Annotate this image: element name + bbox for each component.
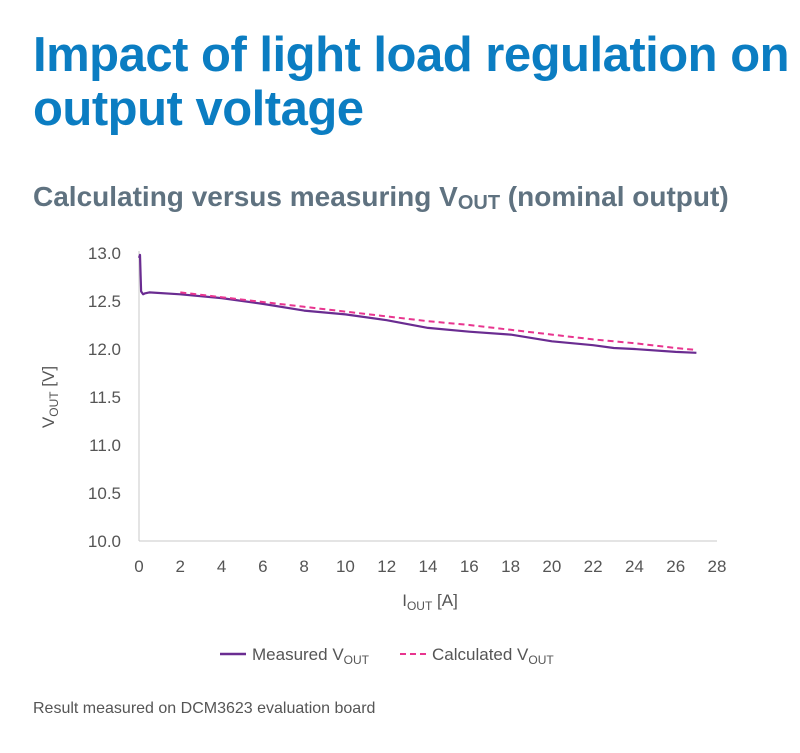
y-tick-label: 11.5	[89, 388, 121, 407]
x-tick-labels: 0 2 4 6 8 10 12 14 16 18 20 22 24 26 28	[134, 557, 726, 576]
x-tick-label: 18	[501, 557, 520, 576]
y-tick-label: 10.0	[88, 532, 121, 551]
y-axis-label-sub: OUT	[47, 391, 61, 417]
line-chart: 10.010.511.011.512.012.513.0 0 2 4 6 8 10 12 14…	[39, 244, 726, 667]
y-axis-label-tail: [V]	[39, 366, 58, 392]
chart-series	[137, 253, 697, 354]
y-tick-labels: 10.0 10.5 11.0 11.5 12.0 12.5 13.0	[88, 244, 121, 551]
legend-label-calculated: Calculated VOUT	[432, 645, 554, 667]
y-tick-label: 12.5	[88, 292, 121, 311]
subtitle-subscript: OUT	[457, 192, 501, 214]
series-line-calculated	[180, 291, 697, 351]
x-axis-label-sub: OUT	[407, 599, 433, 613]
x-tick-label: 28	[708, 557, 727, 576]
y-axis-label: VOUT [V]	[39, 366, 61, 428]
x-tick-label: 22	[584, 557, 603, 576]
x-tick-label: 12	[377, 557, 396, 576]
chart-axes	[138, 251, 717, 542]
x-tick-label: 8	[299, 557, 308, 576]
subtitle-tail: (nominal output)	[500, 181, 729, 212]
x-tick-label: 2	[176, 557, 185, 576]
chart-subtitle: Calculating versus measuring VOUT (nomin…	[33, 180, 729, 220]
legend-calculated-sub: OUT	[528, 653, 554, 667]
x-tick-label: 0	[134, 557, 143, 576]
series-line-measured	[137, 253, 697, 354]
x-tick-label: 10	[336, 557, 355, 576]
footnote: Result measured on DCM3623 evaluation bo…	[33, 700, 376, 717]
y-tick-label: 13.0	[88, 244, 121, 263]
subtitle-text: Calculating versus measuring V	[33, 181, 458, 212]
x-tick-label: 24	[625, 557, 644, 576]
x-axis-label: IOUT [A]	[402, 591, 458, 613]
y-tick-label: 12.0	[88, 340, 121, 359]
chart-legend: Measured VOUT Calculated VOUT	[220, 645, 554, 667]
legend-label-measured: Measured VOUT	[252, 645, 370, 667]
x-tick-label: 14	[419, 557, 438, 576]
y-axis-label-main: V	[39, 416, 58, 428]
x-tick-label: 4	[217, 557, 226, 576]
x-axis-label-main: I	[402, 591, 407, 610]
y-tick-label: 10.5	[88, 484, 121, 503]
legend-measured-main: Measured V	[252, 645, 344, 664]
page-title: Impact of light load regulation on outpu…	[33, 28, 790, 136]
y-tick-label: 11.0	[89, 436, 121, 455]
x-tick-label: 26	[666, 557, 685, 576]
legend-measured-sub: OUT	[344, 653, 370, 667]
x-tick-label: 16	[460, 557, 479, 576]
x-axis-label-tail: [A]	[432, 591, 458, 610]
x-tick-label: 20	[542, 557, 561, 576]
legend-calculated-main: Calculated V	[432, 645, 529, 664]
x-tick-label: 6	[258, 557, 267, 576]
